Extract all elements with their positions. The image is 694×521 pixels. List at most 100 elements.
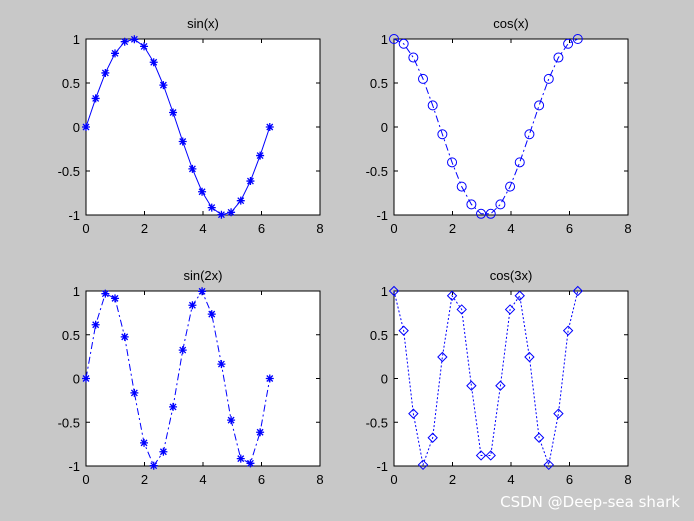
data-point — [514, 157, 525, 168]
data-point — [427, 432, 438, 443]
y-tick-label: 0 — [381, 120, 388, 135]
y-tick-label: 1 — [381, 284, 388, 299]
chart-title: sin(2x) — [183, 268, 222, 283]
data-point — [466, 380, 477, 391]
x-tick-label: 4 — [199, 221, 206, 236]
data-point — [418, 73, 429, 84]
x-tick-label: 4 — [199, 472, 206, 487]
data-point — [543, 459, 554, 471]
data-point — [120, 37, 129, 46]
y-tick-label: 0.5 — [370, 76, 388, 91]
x-tick-label: 2 — [449, 221, 456, 236]
data-point — [188, 164, 197, 173]
y-tick-label: -0.5 — [58, 164, 80, 179]
data-point — [178, 346, 187, 355]
subplot-2: cos(x) 0 2 4 6 8 -1 -0.5 0 0.5 1 — [366, 16, 632, 236]
x-tick-label: 2 — [141, 221, 148, 236]
subplot-3: sin(2x) 0 2 4 6 8 -1 -0.5 0 0.5 1 — [58, 268, 324, 487]
y-tick-label: 0.5 — [370, 328, 388, 343]
x-tick-label: 0 — [82, 472, 89, 487]
subplot-1: sin(x) 0 2 4 6 8 -1 -0.5 0 0.5 1 — [58, 16, 324, 236]
data-point — [553, 408, 564, 419]
y-tick-label: -1 — [68, 459, 80, 474]
series-line — [85, 290, 271, 467]
data-point — [227, 208, 236, 217]
x-tick-label: 6 — [566, 472, 573, 487]
x-tick-label: 2 — [449, 472, 456, 487]
data-point — [563, 38, 574, 49]
data-point — [265, 123, 274, 131]
data-point — [120, 332, 129, 341]
data-point — [101, 68, 110, 77]
data-point — [398, 325, 409, 336]
data-point — [417, 459, 429, 471]
y-tick-label: -0.5 — [366, 164, 388, 179]
data-point — [572, 285, 583, 297]
y-tick-label: 0.5 — [62, 328, 80, 343]
x-tick-label: 2 — [141, 472, 148, 487]
data-point — [514, 290, 525, 301]
data-point — [227, 416, 236, 425]
data-point — [91, 94, 100, 103]
data-point — [447, 157, 458, 168]
y-tick-label: -1 — [68, 208, 80, 223]
x-tick-label: 4 — [507, 221, 514, 236]
y-tick-label: -1 — [376, 208, 388, 223]
data-point — [446, 290, 458, 301]
data-point — [217, 360, 226, 369]
data-point — [456, 181, 467, 192]
data-point — [111, 49, 120, 58]
data-point — [265, 374, 274, 383]
data-point — [82, 123, 90, 131]
data-point — [524, 129, 535, 140]
x-tick-label: 0 — [82, 221, 89, 236]
y-tick-label: 0.5 — [62, 76, 80, 91]
data-point — [188, 301, 197, 310]
data-point — [427, 100, 438, 111]
chart-title: cos(3x) — [490, 268, 533, 283]
y-tick-label: 0 — [381, 372, 388, 387]
data-point — [495, 199, 506, 210]
data-point — [466, 199, 477, 210]
x-tick-label: 8 — [316, 221, 323, 236]
data-point — [217, 210, 226, 219]
data-point — [198, 187, 207, 196]
data-point — [437, 129, 448, 140]
data-point — [485, 450, 496, 461]
data-point — [149, 461, 158, 470]
data-point — [149, 58, 158, 67]
data-point — [169, 108, 178, 117]
data-point — [505, 181, 516, 192]
axes-frame — [393, 38, 629, 216]
data-point — [485, 208, 496, 219]
data-point — [533, 432, 545, 443]
data-point — [82, 374, 90, 383]
data-point — [207, 203, 216, 212]
data-point — [236, 196, 245, 205]
data-point — [169, 402, 178, 411]
data-point — [159, 81, 168, 90]
y-tick-label: -0.5 — [366, 415, 388, 430]
data-point — [111, 294, 120, 303]
axes-frame — [85, 38, 321, 216]
x-tick-label: 4 — [507, 472, 514, 487]
data-point — [388, 285, 400, 297]
data-point — [198, 287, 207, 296]
x-tick-label: 6 — [566, 221, 573, 236]
x-tick-label: 6 — [258, 472, 265, 487]
chart-title: cos(x) — [493, 16, 528, 31]
data-point — [408, 408, 419, 419]
subplot-4: cos(3x) 0 2 4 6 8 -1 -0.5 0 0.5 1 — [366, 268, 632, 487]
data-point — [572, 34, 583, 44]
data-point — [534, 100, 545, 111]
axes-frame — [393, 290, 629, 467]
data-point — [562, 325, 574, 336]
x-tick-label: 8 — [624, 221, 631, 236]
data-point — [553, 52, 564, 63]
data-point — [524, 351, 535, 363]
data-point — [246, 459, 255, 468]
data-point — [504, 304, 516, 315]
y-tick-label: 1 — [381, 32, 388, 47]
x-tick-label: 8 — [624, 472, 631, 487]
axes-frame — [85, 290, 321, 467]
